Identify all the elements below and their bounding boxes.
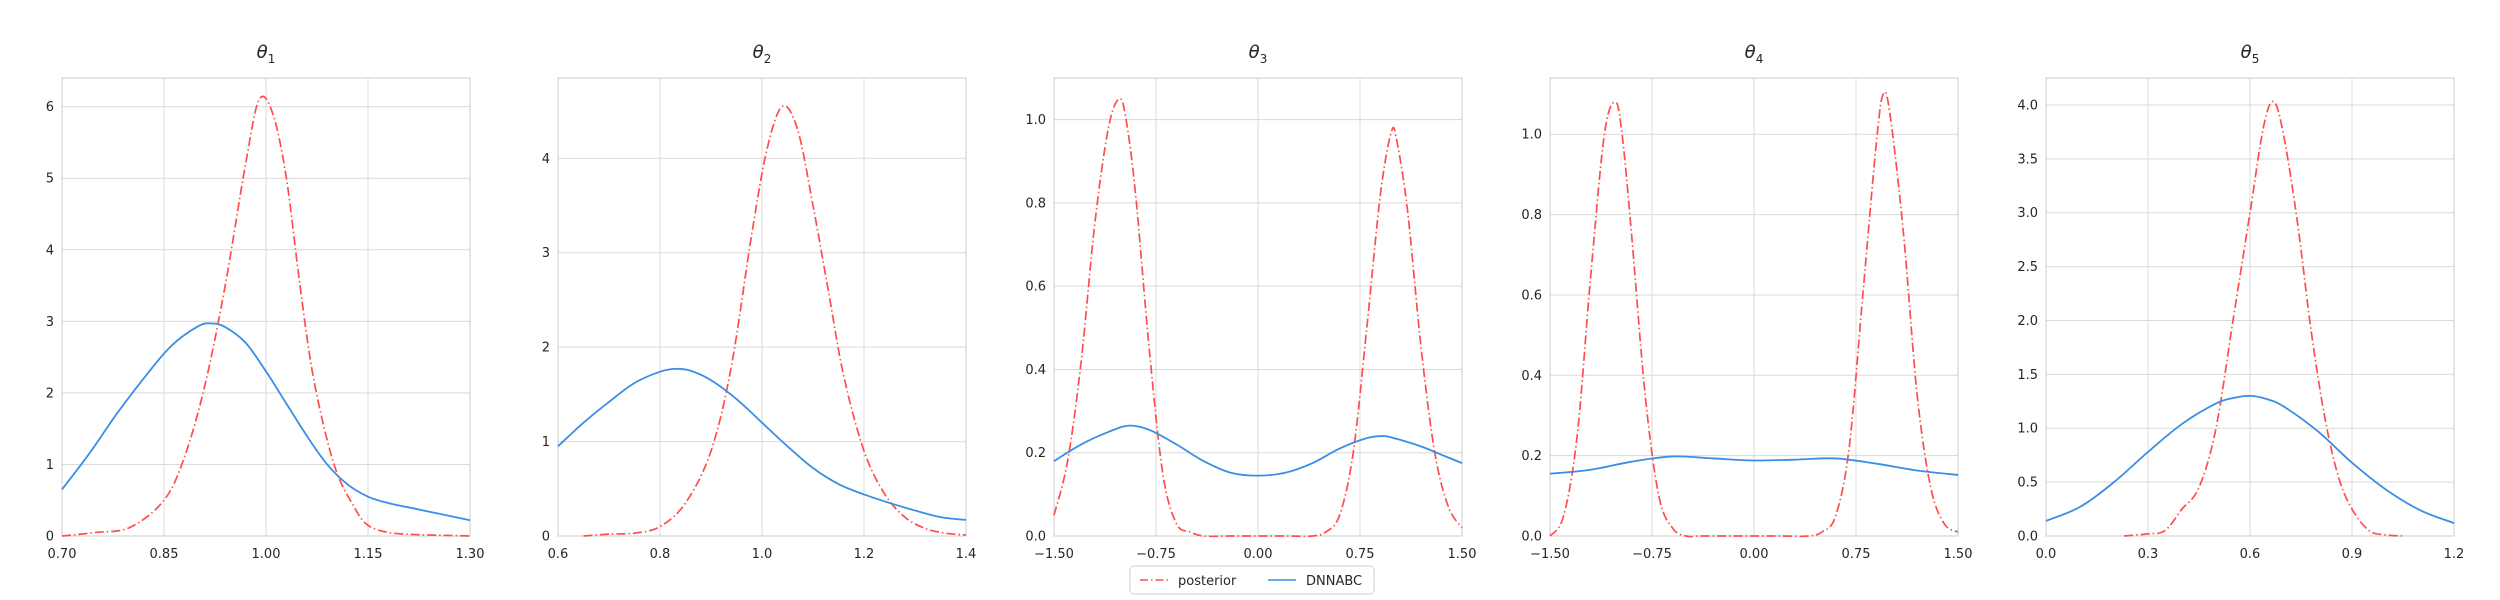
y-tick-label: 3 — [46, 315, 54, 330]
legend-label-posterior: posterior — [1178, 574, 1237, 589]
y-tick-label: 3.0 — [2017, 206, 2038, 221]
title-subscript: 2 — [764, 52, 772, 66]
y-tick-label: 0.6 — [1025, 280, 1046, 295]
x-tick-label: 1.4 — [956, 547, 977, 562]
y-tick-label: 5 — [46, 172, 54, 187]
dnnabc-line — [1549, 455, 1959, 476]
x-tick-label: 1.15 — [354, 547, 383, 562]
y-tick-label: 4.0 — [2017, 98, 2038, 113]
y-tick-label: 1.0 — [1025, 113, 1046, 128]
x-tick-label: 1.0 — [752, 547, 773, 562]
panel-title: θ3 — [1249, 42, 1268, 66]
y-tick-label: 0.2 — [1025, 446, 1046, 461]
plot-frame — [1053, 77, 1463, 537]
y-tick-label: 0.5 — [2017, 476, 2038, 491]
panel-theta-5: 0.0 0.3 0.6 0.9 1.2 0.0 0.5 1.0 1.5 2.0 2.5 3.0 3.5 4… — [2017, 42, 2464, 562]
y-tick-label: 3.5 — [2017, 152, 2038, 167]
legend-label-dnnabc: DNNABC — [1306, 574, 1362, 589]
panel-theta-4: −1.50 −0.75 0.00 0.75 1.50 0.0 0.2 0.4 0.6 0.8 1.0… — [1521, 42, 1972, 562]
y-tick-label: 2.0 — [2017, 314, 2038, 329]
y-tick-label: 1 — [46, 458, 54, 473]
title-symbol: θ — [753, 42, 764, 63]
panel-title: θ2 — [753, 42, 772, 66]
title-symbol: θ — [1249, 42, 1260, 63]
title-subscript: 3 — [1260, 52, 1268, 66]
dnnabc-line — [557, 367, 967, 521]
x-tick-label: 0.85 — [150, 547, 179, 562]
x-tick-label: 0.6 — [2240, 547, 2261, 562]
panel-title: θ5 — [2241, 42, 2260, 66]
panel-title: θ4 — [1745, 42, 1764, 66]
y-tick-label: 4 — [542, 152, 550, 167]
x-tick-label: 0.6 — [548, 547, 569, 562]
y-tick-label: 1.0 — [2017, 422, 2038, 437]
x-tick-label: 0.8 — [650, 547, 671, 562]
y-tick-label: 0.0 — [1521, 530, 1542, 545]
panel-title: θ1 — [257, 42, 276, 66]
posterior-line — [583, 104, 967, 537]
y-tick-label: 0.4 — [1025, 363, 1046, 378]
plot-frame — [2045, 77, 2455, 537]
title-symbol: θ — [2241, 42, 2252, 63]
x-tick-label: −1.50 — [1530, 547, 1570, 562]
y-tick-label: 1 — [542, 435, 550, 450]
y-tick-label: 1.5 — [2017, 368, 2038, 383]
title-symbol: θ — [1745, 42, 1756, 63]
posterior-line — [2124, 100, 2404, 537]
panel-theta-3: −1.50 −0.75 0.00 0.75 1.50 0.0 0.2 0.4 0.6 0.8 1.0… — [1025, 42, 1476, 562]
x-tick-label: 0.00 — [1740, 547, 1769, 562]
x-tick-label: 0.75 — [1346, 547, 1375, 562]
plot-frame — [557, 77, 967, 537]
dnnabc-line — [2045, 394, 2455, 524]
y-tick-label: 0.4 — [1521, 369, 1542, 384]
y-tick-label: 0 — [542, 530, 550, 545]
title-symbol: θ — [257, 42, 268, 63]
x-tick-label: 0.9 — [2342, 547, 2363, 562]
y-tick-label: 2 — [46, 386, 54, 401]
posterior-line — [61, 95, 471, 537]
x-tick-label: 1.50 — [1448, 547, 1477, 562]
posterior-line — [1549, 91, 1959, 538]
y-tick-label: 0.6 — [1521, 288, 1542, 303]
x-tick-label: −0.75 — [1632, 547, 1672, 562]
y-tick-label: 0.8 — [1025, 196, 1046, 211]
legend: posterior DNNABC — [1129, 565, 1375, 595]
y-tick-label: 3 — [542, 246, 550, 261]
x-tick-label: 1.30 — [456, 547, 485, 562]
y-tick-label: 0.2 — [1521, 449, 1542, 464]
title-subscript: 5 — [2252, 52, 2260, 66]
title-subscript: 1 — [268, 52, 276, 66]
plot-frame — [61, 77, 471, 537]
y-tick-label: 0.0 — [2017, 530, 2038, 545]
y-tick-label: 1.0 — [1521, 128, 1542, 143]
x-tick-label: −0.75 — [1136, 547, 1176, 562]
y-tick-label: 0.0 — [1025, 530, 1046, 545]
x-tick-label: 0.0 — [2036, 547, 2057, 562]
title-subscript: 4 — [1756, 52, 1764, 66]
y-tick-label: 0 — [46, 530, 54, 545]
y-tick-label: 4 — [46, 243, 54, 258]
x-tick-label: 1.2 — [2444, 547, 2465, 562]
x-tick-label: 0.3 — [2138, 547, 2159, 562]
y-tick-label: 6 — [46, 100, 54, 115]
x-tick-label: 0.75 — [1842, 547, 1871, 562]
dnnabc-line — [1053, 424, 1463, 477]
x-tick-label: 0.70 — [48, 547, 77, 562]
x-tick-label: 0.00 — [1244, 547, 1273, 562]
x-tick-label: 1.2 — [854, 547, 875, 562]
x-tick-label: −1.50 — [1034, 547, 1074, 562]
x-tick-label: 1.00 — [252, 547, 281, 562]
y-tick-label: 2.5 — [2017, 260, 2038, 275]
dnnabc-line — [61, 322, 471, 522]
y-tick-label: 2 — [542, 341, 550, 356]
legend-frame — [1129, 565, 1375, 595]
x-tick-label: 1.50 — [1944, 547, 1973, 562]
y-tick-label: 0.8 — [1521, 208, 1542, 223]
posterior-line — [1053, 97, 1463, 538]
